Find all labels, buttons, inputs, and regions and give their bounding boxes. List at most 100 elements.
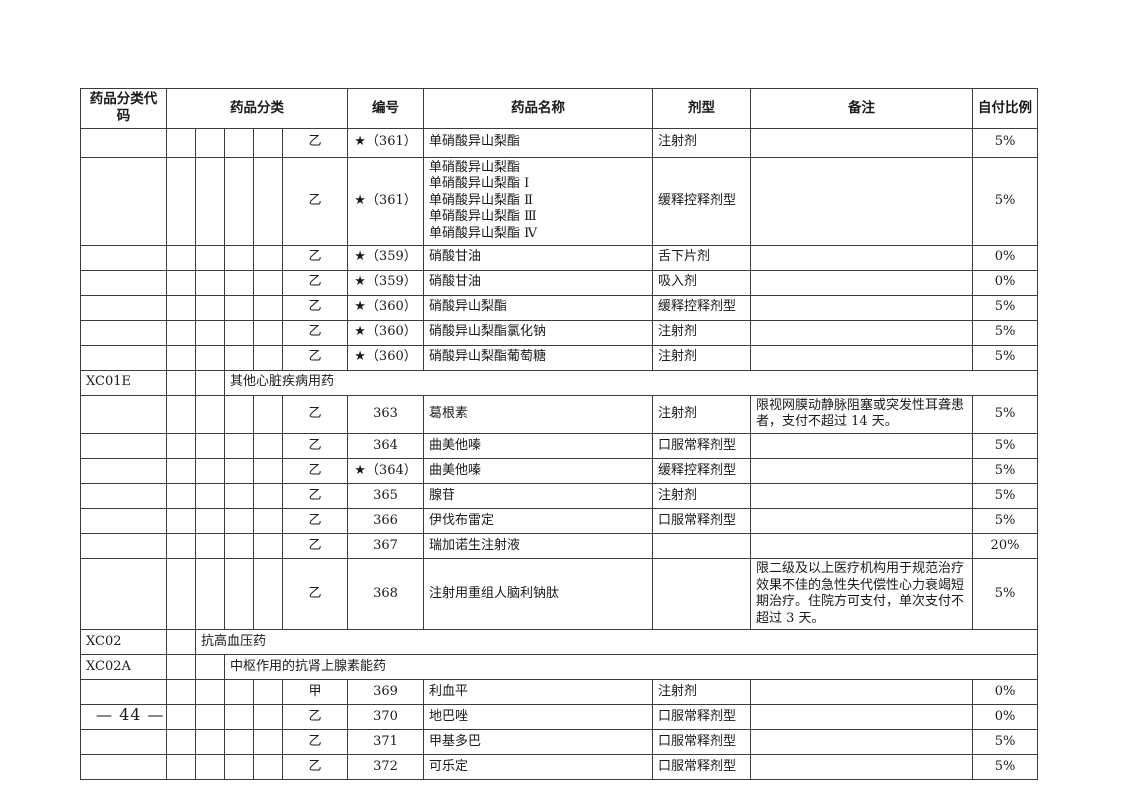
cell-drug-name: 注射用重组人脑利钠肽 <box>423 557 653 631</box>
cell-section-code: XC02A <box>80 654 167 681</box>
cell-number: 368 <box>347 557 424 631</box>
header-cell-code: 药品分类代码 <box>80 88 167 129</box>
cell-drug-name: 单硝酸异山梨酯 <box>423 127 653 158</box>
cell-remark <box>750 679 973 706</box>
cell-self-pay-ratio: 5% <box>972 507 1038 534</box>
cell-empty <box>253 294 283 321</box>
cell-drug-name: 硝酸异山梨酯 <box>423 294 653 321</box>
cell-self-pay-ratio: 20% <box>972 532 1038 559</box>
cell-empty <box>253 729 283 756</box>
cell-self-pay-ratio: 5% <box>972 344 1038 371</box>
cell-empty <box>166 754 196 781</box>
cell-empty <box>195 294 225 321</box>
cell-empty <box>253 754 283 781</box>
cell-drug-name: 曲美他嗪 <box>423 457 653 484</box>
cell-self-pay-ratio: 5% <box>972 754 1038 781</box>
cell-dosage-form: 注射剂 <box>652 344 751 371</box>
cell-number: 371 <box>347 729 424 756</box>
cell-dosage-form: 注射剂 <box>652 679 751 706</box>
cell-empty <box>195 244 225 271</box>
cell-self-pay-ratio: 0% <box>972 679 1038 706</box>
cell-drug-name: 硝酸甘油 <box>423 244 653 271</box>
table-header: 药品分类代码 药品分类 编号 药品名称 剂型 备注 自付比例 <box>80 88 1038 129</box>
cell-number: ★（359） <box>347 244 424 271</box>
cell-empty <box>166 629 196 656</box>
cell-code <box>80 244 167 271</box>
cell-self-pay-ratio: 5% <box>972 319 1038 346</box>
cell-empty <box>195 156 225 246</box>
cell-empty <box>253 156 283 246</box>
cell-drug-name: 伊伐布雷定 <box>423 507 653 534</box>
cell-drug-name: 瑞加诺生注射液 <box>423 532 653 559</box>
cell-number: 370 <box>347 704 424 731</box>
cell-code <box>80 457 167 484</box>
cell-empty <box>195 507 225 534</box>
cell-empty <box>166 156 196 246</box>
cell-empty <box>224 344 254 371</box>
header-cell-no: 编号 <box>347 88 424 129</box>
cell-empty <box>195 127 225 158</box>
cell-drug-name: 单硝酸异山梨酯 单硝酸异山梨酯 Ⅰ 单硝酸异山梨酯 Ⅱ 单硝酸异山梨酯 Ⅲ 单硝… <box>423 156 653 246</box>
drug-row: 乙 ★（360） 硝酸异山梨酯 缓释控释剂型 5% <box>80 294 1038 321</box>
cell-empty <box>224 244 254 271</box>
cell-empty <box>224 294 254 321</box>
cell-empty <box>166 294 196 321</box>
cell-empty <box>195 704 225 731</box>
cell-drug-name: 硝酸异山梨酯葡萄糖 <box>423 344 653 371</box>
cell-self-pay-ratio: 5% <box>972 127 1038 158</box>
cell-code <box>80 729 167 756</box>
cell-category: 乙 <box>282 394 348 434</box>
cell-category: 乙 <box>282 507 348 534</box>
cell-section-code: XC02 <box>80 629 167 656</box>
cell-category: 甲 <box>282 679 348 706</box>
cell-remark <box>750 127 973 158</box>
cell-code <box>80 679 167 706</box>
cell-empty <box>253 319 283 346</box>
cell-empty <box>253 507 283 534</box>
cell-empty <box>166 532 196 559</box>
cell-empty <box>195 457 225 484</box>
cell-number: 363 <box>347 394 424 434</box>
cell-dosage-form: 缓释控释剂型 <box>652 156 751 246</box>
cell-category: 乙 <box>282 127 348 158</box>
drug-row: 乙 ★（361） 单硝酸异山梨酯 单硝酸异山梨酯 Ⅰ 单硝酸异山梨酯 Ⅱ 单硝酸异山… <box>80 156 1038 246</box>
cell-empty <box>224 319 254 346</box>
cell-code <box>80 394 167 434</box>
drug-row: 乙 363 葛根素 注射剂 限视网膜动静脉阻塞或突发性耳聋患者，支付不超过 14 天。 5… <box>80 394 1038 434</box>
cell-dosage-form: 缓释控释剂型 <box>652 457 751 484</box>
cell-number: 367 <box>347 532 424 559</box>
cell-empty <box>166 457 196 484</box>
cell-empty <box>253 344 283 371</box>
cell-empty <box>224 482 254 509</box>
cell-remark <box>750 704 973 731</box>
cell-empty <box>224 729 254 756</box>
cell-self-pay-ratio: 5% <box>972 156 1038 246</box>
cell-self-pay-ratio: 0% <box>972 704 1038 731</box>
cell-number: ★（360） <box>347 344 424 371</box>
cell-dosage-form: 口服常释剂型 <box>652 754 751 781</box>
cell-empty <box>166 654 196 681</box>
cell-category: 乙 <box>282 269 348 296</box>
cell-empty <box>253 704 283 731</box>
header-cell-class: 药品分类 <box>166 88 348 129</box>
drug-row: 甲 369 利血平 注射剂 0% <box>80 679 1038 706</box>
cell-code <box>80 532 167 559</box>
cell-empty <box>166 369 196 396</box>
cell-self-pay-ratio: 5% <box>972 432 1038 459</box>
cell-drug-name: 腺苷 <box>423 482 653 509</box>
cell-empty <box>253 457 283 484</box>
cell-empty <box>253 557 283 631</box>
cell-empty <box>195 679 225 706</box>
cell-code <box>80 319 167 346</box>
cell-dosage-form: 口服常释剂型 <box>652 704 751 731</box>
drug-row: 乙 364 曲美他嗪 口服常释剂型 5% <box>80 432 1038 459</box>
cell-empty <box>253 532 283 559</box>
cell-remark <box>750 344 973 371</box>
cell-self-pay-ratio: 5% <box>972 557 1038 631</box>
cell-remark <box>750 294 973 321</box>
drug-row: 乙 ★（360） 硝酸异山梨酯氯化钠 注射剂 5% <box>80 319 1038 346</box>
cell-number: ★（364） <box>347 457 424 484</box>
cell-empty <box>224 679 254 706</box>
cell-empty <box>195 557 225 631</box>
cell-number: 372 <box>347 754 424 781</box>
